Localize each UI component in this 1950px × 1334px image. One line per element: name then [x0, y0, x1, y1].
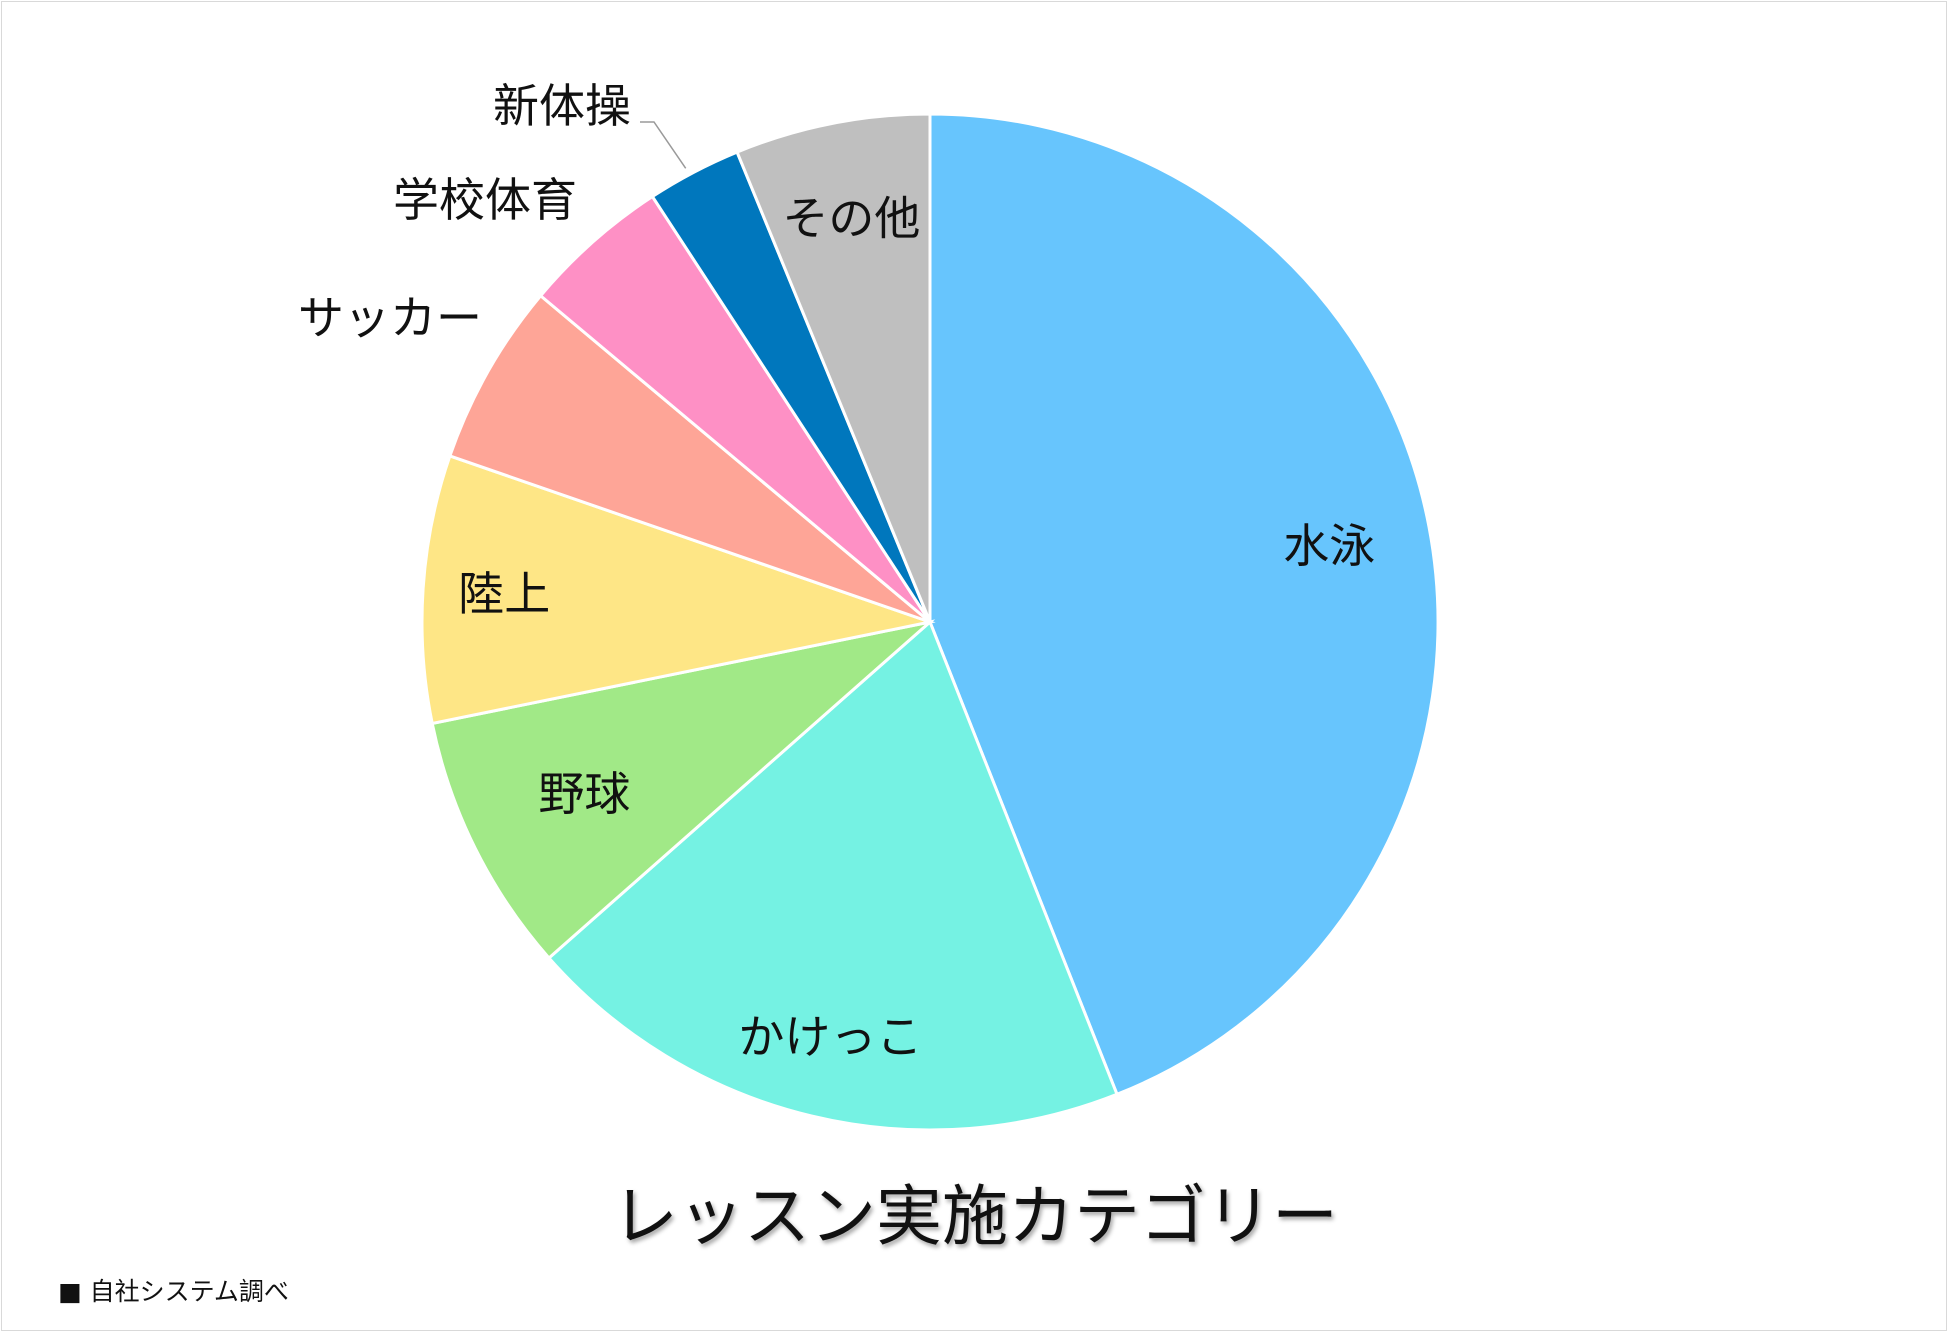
chart-title: レッスン実施カテゴリー: [612, 1178, 1338, 1255]
leader-lines: [640, 121, 687, 169]
slice-label-5: サッカー: [298, 291, 482, 345]
pie-slice-3: [430, 619, 936, 961]
pie-slice-8: [735, 112, 932, 623]
slice-label-4: 陸上: [458, 567, 550, 621]
source-note: ■ 自社システム調べ: [58, 1277, 289, 1306]
slice-label-7: 新体操: [493, 79, 631, 133]
pie-slices: [420, 112, 1440, 1132]
pie-slice-1: [928, 112, 1440, 1097]
slice-label-8: その他: [782, 191, 920, 245]
pie-slice-2: [546, 619, 1119, 1132]
slice-label-2: かけっこ: [738, 1010, 922, 1064]
slice-label-6: 学校体育: [393, 173, 577, 227]
slice-label-3: 野球: [538, 767, 630, 821]
pie-slice-4: [420, 454, 936, 726]
leader-line-7: [640, 121, 687, 169]
slice-label-1: 水泳: [1283, 519, 1375, 573]
pie-slice-5: [447, 293, 931, 624]
